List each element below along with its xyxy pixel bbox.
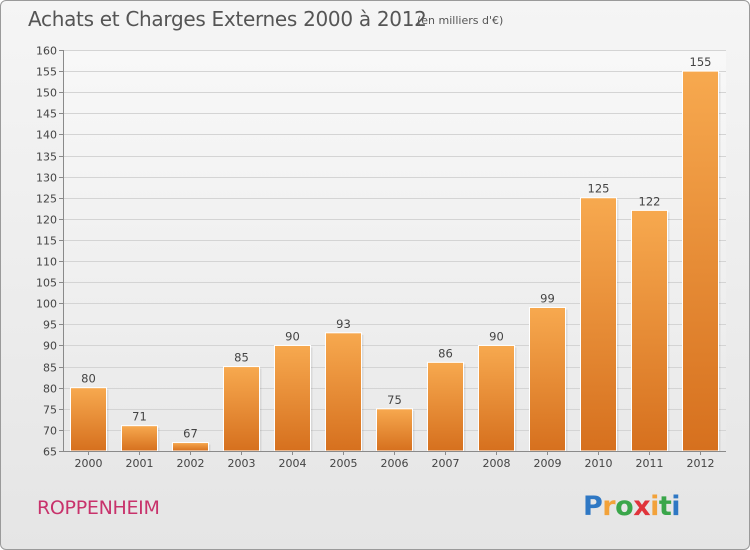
y-tick-label: 120 bbox=[36, 214, 57, 227]
logo-letter: o bbox=[615, 491, 634, 522]
y-tick-label: 130 bbox=[36, 172, 57, 185]
y-tick-label: 65 bbox=[43, 446, 57, 459]
value-labels: 80 71 67 85 90 93 75 86 90 99 125 122 155 bbox=[81, 55, 711, 440]
y-tick-label: 100 bbox=[36, 298, 57, 311]
logo-letter: t bbox=[658, 491, 672, 522]
value-label: 90 bbox=[489, 329, 504, 343]
y-tick-label: 155 bbox=[36, 66, 57, 79]
y-tick-label: 105 bbox=[36, 277, 57, 290]
y-tick-label: 115 bbox=[36, 235, 57, 248]
y-tick-label: 150 bbox=[36, 87, 57, 100]
x-axis-ticks: 2000 2001 2002 2003 2004 2005 2006 2007 2008 2009… bbox=[75, 451, 715, 470]
bar-2000[interactable] bbox=[70, 387, 107, 452]
value-label: 90 bbox=[285, 329, 300, 343]
bar-2010[interactable] bbox=[580, 197, 617, 452]
x-tick-label: 2003 bbox=[228, 457, 256, 470]
logo-letter: i bbox=[650, 491, 659, 522]
x-tick-label: 2000 bbox=[75, 457, 103, 470]
logo-letter: x bbox=[633, 491, 651, 522]
y-tick-label: 145 bbox=[36, 108, 57, 121]
y-tick-label: 125 bbox=[36, 193, 57, 206]
value-label: 93 bbox=[336, 317, 351, 331]
y-tick-label: 95 bbox=[43, 319, 57, 332]
y-tick-label: 160 bbox=[36, 45, 57, 58]
bar-2012[interactable] bbox=[682, 70, 719, 452]
value-label: 85 bbox=[234, 351, 249, 365]
value-label: 75 bbox=[387, 393, 402, 407]
bar-2001[interactable] bbox=[121, 425, 158, 452]
x-tick-label: 2007 bbox=[432, 457, 460, 470]
value-label: 71 bbox=[132, 410, 147, 424]
value-label: 99 bbox=[540, 291, 555, 305]
bar-2002[interactable] bbox=[172, 442, 209, 452]
value-label: 125 bbox=[588, 182, 610, 196]
x-tick-label: 2009 bbox=[534, 457, 562, 470]
y-tick-label: 80 bbox=[43, 383, 57, 396]
bars bbox=[70, 70, 721, 452]
logo-letter: r bbox=[602, 491, 616, 522]
y-tick-label: 70 bbox=[43, 425, 57, 438]
logo-letter: i bbox=[671, 491, 681, 522]
x-tick-label: 2012 bbox=[687, 457, 715, 470]
proxiti-logo[interactable]: Proxiti bbox=[583, 491, 681, 522]
x-tick-label: 2002 bbox=[177, 457, 205, 470]
x-tick-label: 2006 bbox=[381, 457, 409, 470]
chart-title: Achats et Charges Externes 2000 à 2012 bbox=[28, 7, 427, 31]
y-tick-label: 75 bbox=[43, 404, 57, 417]
logo-letter: P bbox=[583, 491, 603, 522]
bar-2005[interactable] bbox=[325, 332, 362, 452]
x-tick-label: 2010 bbox=[585, 457, 613, 470]
bar-2003[interactable] bbox=[223, 366, 260, 452]
plot-area bbox=[63, 50, 726, 451]
y-tick-label: 85 bbox=[43, 362, 57, 375]
bar-2007[interactable] bbox=[427, 361, 464, 452]
bar-2008[interactable] bbox=[478, 344, 515, 452]
x-tick-label: 2001 bbox=[126, 457, 154, 470]
y-tick-label: 140 bbox=[36, 129, 57, 142]
bar-2009[interactable] bbox=[529, 306, 566, 452]
y-tick-label: 110 bbox=[36, 256, 57, 269]
y-tick-label: 90 bbox=[43, 340, 57, 353]
value-label: 122 bbox=[639, 194, 661, 208]
value-label: 86 bbox=[438, 346, 453, 360]
chart-subtitle: (en milliers d'€) bbox=[417, 14, 504, 27]
bar-2011[interactable] bbox=[631, 209, 668, 452]
y-axis-ticks: 65 70 75 80 85 90 95 100 105 110 115 120 125 130 135 14… bbox=[36, 45, 63, 459]
y-tick-label: 135 bbox=[36, 151, 57, 164]
x-tick-label: 2004 bbox=[279, 457, 307, 470]
x-tick-label: 2011 bbox=[636, 457, 664, 470]
x-tick-label: 2008 bbox=[483, 457, 511, 470]
city-name: ROPPENHEIM bbox=[37, 497, 160, 519]
bar-2004[interactable] bbox=[274, 344, 311, 452]
x-tick-label: 2005 bbox=[330, 457, 358, 470]
value-label: 155 bbox=[690, 55, 712, 69]
bar-2006[interactable] bbox=[376, 408, 413, 452]
value-label: 67 bbox=[183, 427, 198, 441]
value-label: 80 bbox=[81, 372, 96, 386]
